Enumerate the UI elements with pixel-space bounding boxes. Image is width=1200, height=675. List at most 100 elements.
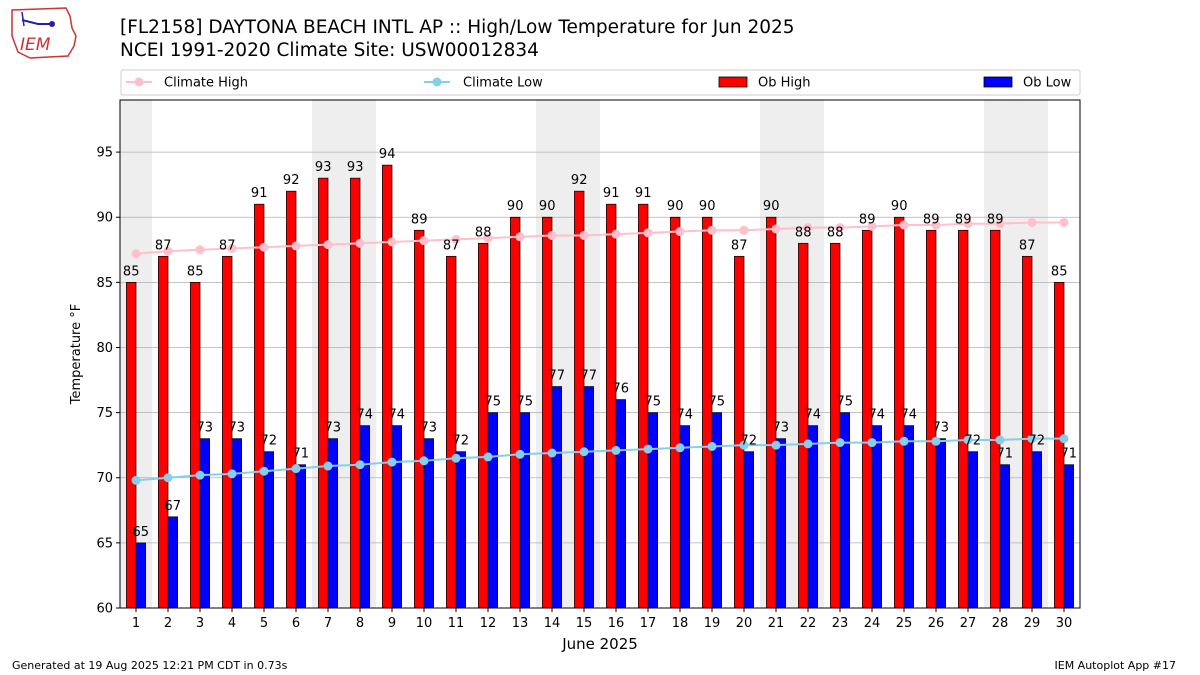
bar-ob-high-23 — [830, 242, 841, 609]
x-axis-label: June 2025 — [561, 635, 638, 653]
label-ob-low-9: 74 — [389, 408, 406, 423]
bar-ob-low-26 — [935, 438, 946, 609]
label-ob-low-27: 72 — [965, 434, 982, 449]
label-ob-high-21: 90 — [763, 199, 780, 214]
label-ob-high-30: 85 — [1051, 264, 1068, 279]
point-climate-low-23 — [835, 438, 845, 448]
point-climate-high-5 — [259, 242, 269, 252]
label-ob-low-11: 72 — [453, 434, 470, 449]
point-climate-high-27 — [963, 219, 973, 229]
label-ob-low-15: 77 — [581, 369, 598, 384]
label-ob-high-18: 90 — [667, 199, 684, 214]
point-climate-high-8 — [355, 238, 365, 248]
legend-ob-high: Ob High — [718, 76, 811, 91]
label-ob-low-17: 75 — [645, 395, 662, 410]
point-climate-low-1 — [131, 475, 141, 485]
point-climate-low-8 — [355, 460, 365, 470]
xtick-label-14: 14 — [544, 616, 561, 631]
point-climate-high-7 — [323, 240, 333, 250]
label-ob-low-29: 72 — [1029, 434, 1046, 449]
point-climate-high-20 — [739, 225, 749, 235]
bar-ob-low-8 — [359, 425, 370, 609]
label-ob-high-15: 92 — [571, 173, 588, 188]
label-ob-low-7: 73 — [325, 421, 342, 436]
label-ob-low-21: 73 — [773, 421, 790, 436]
bar-ob-low-29 — [1031, 451, 1042, 609]
bar-ob-low-16 — [615, 399, 626, 609]
bar-ob-low-19 — [711, 412, 722, 609]
bar-ob-high-28 — [990, 229, 1001, 609]
label-ob-high-6: 92 — [283, 173, 300, 188]
point-climate-high-26 — [931, 220, 941, 230]
xtick-label-27: 27 — [960, 616, 977, 631]
point-climate-low-22 — [803, 439, 813, 449]
label-ob-high-16: 91 — [603, 186, 620, 201]
bar-ob-high-30 — [1054, 282, 1065, 609]
xtick-label-28: 28 — [992, 616, 1009, 631]
legend: Climate High Climate Low Ob High Ob Low — [120, 69, 1081, 96]
xtick-label-11: 11 — [448, 616, 465, 631]
ytick-label-85: 85 — [96, 276, 113, 291]
bar-ob-low-4 — [231, 438, 242, 609]
bar-ob-high-1 — [126, 282, 137, 609]
label-ob-low-16: 76 — [613, 382, 630, 397]
bar-ob-low-17 — [647, 412, 658, 609]
label-ob-high-23: 88 — [827, 225, 844, 240]
label-ob-high-22: 88 — [795, 225, 812, 240]
xtick-label-12: 12 — [480, 616, 497, 631]
label-ob-high-28: 89 — [987, 212, 1004, 227]
bar-ob-low-13 — [519, 412, 530, 609]
xtick-label-7: 7 — [324, 616, 332, 631]
bar-ob-low-9 — [391, 425, 402, 609]
label-ob-high-26: 89 — [923, 212, 940, 227]
point-climate-low-21 — [771, 440, 781, 450]
line-climate-high — [135, 221, 1064, 255]
bar-ob-low-28 — [999, 464, 1010, 609]
point-climate-low-2 — [163, 473, 173, 483]
xtick-label-6: 6 — [292, 616, 300, 631]
label-ob-high-11: 87 — [443, 238, 460, 253]
point-climate-high-10 — [419, 236, 429, 246]
label-ob-low-13: 75 — [517, 395, 534, 410]
label-ob-low-12: 75 — [485, 395, 502, 410]
bar-ob-low-25 — [903, 425, 914, 609]
xtick-label-17: 17 — [640, 616, 657, 631]
xtick-label-15: 15 — [576, 616, 593, 631]
bar-ob-low-3 — [199, 438, 210, 609]
point-climate-low-13 — [515, 449, 525, 459]
label-ob-low-3: 73 — [197, 421, 214, 436]
bar-ob-high-15 — [574, 190, 585, 609]
xtick-label-30: 30 — [1056, 616, 1073, 631]
label-ob-low-8: 74 — [357, 408, 374, 423]
page-subtitle: NCEI 1991-2020 Climate Site: USW00012834 — [120, 40, 539, 61]
xtick-label-18: 18 — [672, 616, 689, 631]
ytick-label-70: 70 — [96, 471, 113, 486]
footer-app: IEM Autoplot App #17 — [1054, 659, 1177, 672]
xtick-label-3: 3 — [196, 616, 204, 631]
point-climate-low-10 — [419, 456, 429, 466]
point-climate-high-15 — [579, 230, 589, 240]
point-climate-low-5 — [259, 466, 269, 476]
point-climate-low-3 — [195, 470, 205, 480]
bar-ob-high-3 — [190, 282, 201, 609]
point-climate-low-16 — [611, 445, 621, 455]
xtick-label-25: 25 — [896, 616, 913, 631]
label-ob-high-4: 87 — [219, 238, 236, 253]
label-ob-high-10: 89 — [411, 212, 428, 227]
point-climate-high-13 — [515, 232, 525, 242]
bar-ob-high-9 — [382, 164, 393, 609]
ytick-label-80: 80 — [96, 341, 113, 356]
bar-ob-high-11 — [446, 255, 457, 609]
bar-ob-low-27 — [967, 451, 978, 609]
label-ob-low-18: 74 — [677, 408, 694, 423]
plot-frame — [119, 99, 1081, 609]
legend-label-climate-high: Climate High — [164, 76, 248, 91]
xtick-label-24: 24 — [864, 616, 881, 631]
label-ob-high-1: 85 — [123, 264, 140, 279]
label-ob-low-28: 71 — [997, 447, 1014, 462]
footer-generated: Generated at 19 Aug 2025 12:21 PM CDT in… — [12, 659, 288, 672]
label-ob-low-23: 75 — [837, 395, 854, 410]
xtick-label-9: 9 — [388, 616, 396, 631]
bar-ob-low-21 — [775, 438, 786, 609]
xtick-label-2: 2 — [164, 616, 172, 631]
